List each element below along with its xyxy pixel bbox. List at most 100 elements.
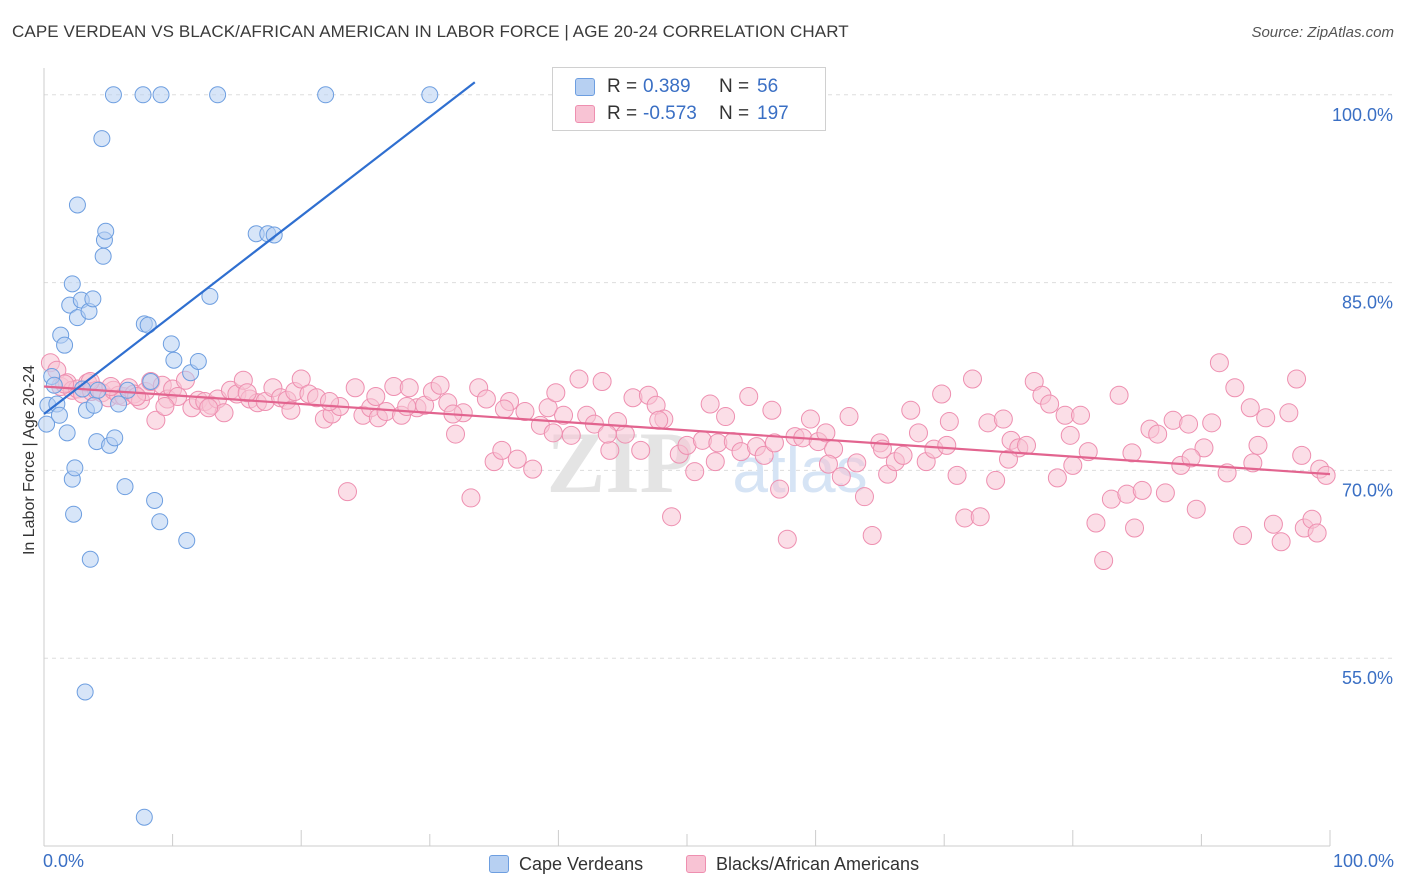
bottom-legend-label: Blacks/African Americans — [716, 853, 920, 874]
point-cape-verdeans — [110, 395, 128, 413]
point-cape-verdeans — [421, 86, 439, 104]
point-blacks-african-americans — [492, 440, 512, 460]
legend-swatch-pink — [575, 105, 595, 123]
point-blacks-african-americans — [1179, 414, 1199, 434]
point-blacks-african-americans — [939, 412, 959, 432]
point-blacks-african-americans — [1186, 499, 1206, 519]
point-blacks-african-americans — [631, 440, 651, 460]
point-cape-verdeans — [93, 130, 111, 148]
point-blacks-african-americans — [561, 425, 581, 445]
point-blacks-african-americans — [1078, 442, 1098, 462]
point-blacks-african-americans — [716, 407, 736, 427]
bottom-legend-label: Cape Verdeans — [519, 853, 644, 874]
point-cape-verdeans — [84, 290, 102, 308]
y-tick-label: 55.0% — [1342, 668, 1393, 688]
point-cape-verdeans — [58, 424, 76, 442]
point-blacks-african-americans — [569, 369, 589, 389]
point-blacks-african-americans — [446, 424, 466, 444]
point-cape-verdeans — [209, 86, 227, 104]
point-cape-verdeans — [134, 86, 152, 104]
point-blacks-african-americans — [705, 452, 725, 472]
point-cape-verdeans — [152, 86, 170, 104]
point-blacks-african-americans — [818, 454, 838, 474]
point-blacks-african-americans — [1017, 435, 1037, 455]
legend-r-label: R = — [607, 76, 638, 97]
point-blacks-african-americans — [649, 410, 669, 430]
point-blacks-african-americans — [515, 402, 535, 422]
point-blacks-african-americans — [1109, 385, 1129, 405]
trend-line-cape-verdeans — [43, 81, 476, 415]
bottom-legend-swatch-blue — [489, 855, 509, 873]
point-blacks-african-americans — [397, 397, 417, 417]
point-blacks-african-americans — [816, 423, 836, 443]
point-blacks-african-americans — [1181, 448, 1201, 468]
point-blacks-african-americans — [862, 525, 882, 545]
point-cape-verdeans — [151, 513, 169, 531]
point-blacks-african-americans — [1094, 551, 1114, 571]
point-blacks-african-americans — [461, 488, 481, 508]
trend-line-blacks-african-americans — [43, 385, 1331, 476]
point-blacks-african-americans — [592, 371, 612, 391]
point-blacks-african-americans — [199, 398, 219, 418]
point-blacks-african-americans — [494, 399, 514, 419]
point-blacks-african-americans — [993, 409, 1013, 429]
point-blacks-african-americans — [700, 394, 720, 414]
point-cape-verdeans — [146, 491, 164, 509]
point-blacks-african-americans — [476, 389, 496, 409]
point-blacks-african-americans — [754, 445, 774, 465]
point-blacks-african-americans — [1122, 443, 1142, 463]
point-blacks-african-americans — [800, 409, 820, 429]
point-blacks-african-americans — [507, 449, 527, 469]
point-cape-verdeans — [116, 478, 134, 496]
y-tick-labels: 55.0% 70.0% 85.0% 100.0% — [1332, 105, 1393, 688]
trend-lines — [43, 81, 1331, 476]
point-blacks-african-americans — [937, 435, 957, 455]
legend-r-label: R = — [607, 103, 638, 124]
legend-row-blacks: R = -0.573 N = 197 — [575, 102, 789, 126]
point-blacks-african-americans — [1271, 532, 1291, 552]
point-cape-verdeans — [135, 808, 153, 826]
point-cape-verdeans — [76, 683, 94, 701]
point-blacks-african-americans — [1256, 408, 1276, 428]
point-blacks-african-americans — [1233, 525, 1253, 545]
point-blacks-african-americans — [1209, 353, 1229, 373]
point-cape-verdeans — [162, 335, 180, 353]
point-blacks-african-americans — [319, 392, 339, 412]
point-blacks-african-americans — [1225, 378, 1245, 398]
point-blacks-african-americans — [847, 453, 867, 473]
point-cape-verdeans — [56, 336, 74, 354]
legend-n-label: N = — [719, 103, 750, 124]
point-blacks-african-americans — [1060, 425, 1080, 445]
point-blacks-african-americans — [538, 398, 558, 418]
legend-n-value: 56 — [757, 76, 779, 97]
point-blacks-african-americans — [739, 387, 759, 407]
point-blacks-african-americans — [986, 470, 1006, 490]
point-blacks-african-americans — [908, 423, 928, 443]
point-blacks-african-americans — [1086, 513, 1106, 533]
point-blacks-african-americans — [1279, 403, 1299, 423]
point-cape-verdeans — [119, 381, 137, 399]
y-tick-label: 85.0% — [1342, 293, 1393, 313]
point-cape-verdeans — [85, 396, 103, 414]
point-blacks-african-americans — [337, 482, 357, 502]
point-blacks-african-americans — [1202, 413, 1222, 433]
point-blacks-african-americans — [947, 465, 967, 485]
point-blacks-african-americans — [1063, 455, 1083, 475]
legend-r-value: 0.389 — [643, 76, 691, 97]
point-blacks-african-americans — [281, 400, 301, 420]
point-blacks-african-americans — [662, 507, 682, 527]
point-blacks-african-americans — [1194, 438, 1214, 458]
point-blacks-african-americans — [1240, 398, 1260, 418]
x-tick-label-max: 100.0% — [1332, 851, 1394, 871]
point-blacks-african-americans — [893, 445, 913, 465]
chart-title: CAPE VERDEAN VS BLACK/AFRICAN AMERICAN I… — [12, 22, 849, 41]
point-blacks-african-americans — [839, 407, 859, 427]
point-blacks-african-americans — [430, 375, 450, 395]
point-cape-verdeans — [165, 351, 183, 369]
point-blacks-african-americans — [345, 378, 365, 398]
legend-swatch-blue — [575, 78, 595, 96]
point-blacks-african-americans — [543, 423, 563, 443]
point-blacks-african-americans — [932, 384, 952, 404]
correlation-legend: R = 0.389 N = 56 R = -0.573 N = 197 — [552, 67, 826, 131]
